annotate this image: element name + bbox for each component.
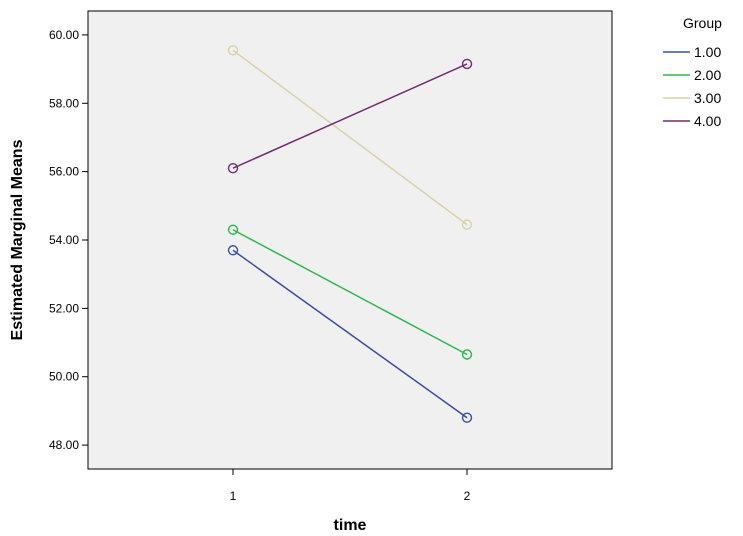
data-point [461,412,473,423]
y-tick-label: 48.00 [49,438,79,452]
data-point [461,349,473,360]
x-axis-title: time [334,517,367,534]
data-point [461,219,473,230]
data-point [227,245,239,256]
y-axis: 48.00 50.00 52.00 54.00 56.00 58.00 60.00 [49,28,88,452]
y-tick-label: 58.00 [49,96,79,110]
data-point [227,224,239,235]
x-tick-label: 2 [464,489,471,503]
data-point [227,163,239,174]
y-tick-label: 56.00 [49,165,79,179]
y-tick-label: 60.00 [49,28,79,42]
legend-item: 4.00 [663,113,721,129]
data-point [461,58,473,70]
series-line-4.00 [232,63,468,169]
legend: Group 1.00 2.00 3.00 4.00 [663,15,722,129]
series-line-3.00 [232,49,468,226]
legend-label: 1.00 [694,44,721,60]
x-tick-label: 1 [230,489,237,503]
legend-item: 3.00 [663,90,721,106]
legend-label: 4.00 [694,113,721,129]
y-tick-label: 52.00 [49,301,79,315]
data-point [227,45,239,56]
legend-item: 2.00 [663,67,721,83]
legend-title: Group [683,15,722,31]
series-line-1.00 [232,249,468,419]
series-lines [227,45,473,423]
y-axis-title: Estimated Marginal Means [9,139,26,340]
plot-area [87,10,613,470]
legend-label: 3.00 [694,90,721,106]
legend-item: 1.00 [663,44,721,60]
legend-label: 2.00 [694,67,721,83]
series-line-2.00 [232,229,468,356]
y-tick-label: 54.00 [49,233,79,247]
y-tick-label: 50.00 [49,370,79,384]
